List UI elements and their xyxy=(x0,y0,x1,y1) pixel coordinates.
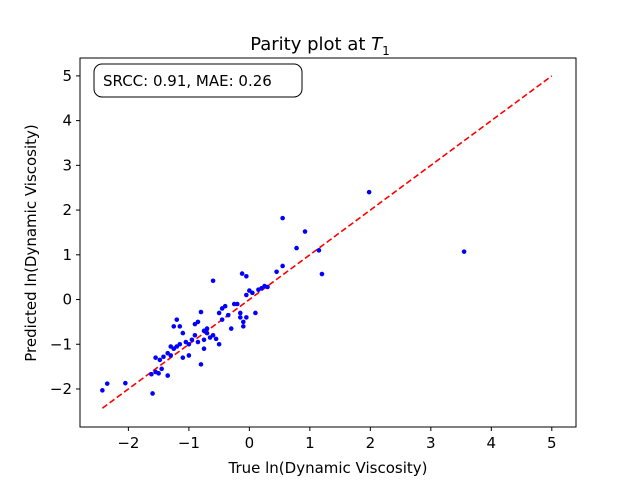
data-point xyxy=(180,330,186,336)
data-point xyxy=(165,373,171,378)
data-point xyxy=(161,354,166,360)
x-tick-label: −1 xyxy=(178,434,200,452)
data-point xyxy=(222,303,228,309)
chart-title: Parity plot at T1 xyxy=(250,34,390,58)
data-point xyxy=(195,339,201,345)
data-point xyxy=(210,278,216,284)
data-point xyxy=(174,317,180,322)
y-axis: −2 −1 0 1 2 3 4 5 xyxy=(50,67,80,398)
data-point xyxy=(198,309,204,315)
data-point xyxy=(150,391,155,396)
data-point xyxy=(201,346,207,352)
x-axis-label: True ln(Dynamic Viscosity) xyxy=(227,459,427,477)
chart-title-subscript: 1 xyxy=(382,44,390,58)
data-point xyxy=(201,337,207,343)
parity-line xyxy=(101,75,553,409)
data-point xyxy=(250,290,255,296)
data-point xyxy=(210,333,216,338)
x-tick-label: 3 xyxy=(426,434,436,452)
data-point xyxy=(189,337,195,343)
data-point xyxy=(195,319,201,325)
y-axis-label: Predicted ln(Dynamic Viscosity) xyxy=(22,124,40,362)
x-tick-label: 5 xyxy=(547,434,557,452)
data-point xyxy=(244,315,249,320)
data-point xyxy=(234,301,240,307)
plot-area xyxy=(79,57,577,428)
data-point xyxy=(213,336,219,342)
data-point xyxy=(157,357,163,363)
data-point xyxy=(186,341,192,347)
x-tick-label: 1 xyxy=(305,434,315,452)
data-point xyxy=(192,333,198,338)
data-point xyxy=(239,271,245,276)
y-tick-label: 1 xyxy=(62,246,72,264)
data-point xyxy=(302,229,308,234)
y-tick-label: 0 xyxy=(62,291,72,309)
data-point xyxy=(241,324,246,329)
data-point xyxy=(198,362,204,367)
x-axis: −2 −1 0 1 2 3 4 5 xyxy=(117,427,557,452)
data-point xyxy=(177,341,183,347)
data-point xyxy=(216,310,222,316)
data-point xyxy=(171,324,177,329)
y-tick-label: 4 xyxy=(62,112,72,130)
scatter-points xyxy=(100,189,467,396)
data-point xyxy=(265,284,270,290)
y-tick-label: −2 xyxy=(50,380,72,398)
data-point xyxy=(228,326,234,331)
data-point xyxy=(237,315,243,320)
data-point xyxy=(316,248,322,253)
data-point xyxy=(104,381,110,386)
data-point xyxy=(177,324,183,329)
data-point xyxy=(294,245,299,251)
data-point xyxy=(280,263,285,269)
annotation-box xyxy=(93,63,303,98)
data-point xyxy=(237,310,243,316)
data-point xyxy=(366,189,372,195)
data-point xyxy=(225,312,231,318)
chart-title-variable: T xyxy=(371,34,384,55)
data-point xyxy=(253,310,258,316)
data-point xyxy=(159,366,164,372)
y-tick-label: 2 xyxy=(62,201,72,219)
metrics-annotation: SRCC: 0.91, MAE: 0.26 xyxy=(93,63,303,98)
data-point xyxy=(244,273,249,279)
data-point xyxy=(219,317,225,322)
data-point xyxy=(216,341,222,347)
y-tick-label: −1 xyxy=(50,335,72,353)
x-tick-label: 2 xyxy=(366,434,376,452)
data-point xyxy=(100,388,105,393)
data-point xyxy=(153,355,158,360)
data-point xyxy=(280,215,285,221)
data-point xyxy=(319,271,325,277)
data-point xyxy=(165,350,171,356)
data-point xyxy=(204,330,210,336)
x-tick-label: 0 xyxy=(245,434,255,452)
x-tick-label: −2 xyxy=(117,434,139,452)
data-point xyxy=(186,353,192,358)
data-point xyxy=(244,292,249,298)
x-tick-label: 4 xyxy=(487,434,497,452)
data-point xyxy=(149,371,154,377)
data-point xyxy=(274,269,279,275)
data-point xyxy=(168,344,174,349)
data-point xyxy=(123,380,128,386)
y-tick-label: 3 xyxy=(62,156,72,174)
y-tick-label: 5 xyxy=(62,67,72,85)
data-point xyxy=(156,371,161,376)
data-point xyxy=(180,355,186,360)
data-point xyxy=(204,326,210,331)
data-point xyxy=(461,249,467,254)
data-point xyxy=(241,319,246,325)
annotation-text: SRCC: 0.91, MAE: 0.26 xyxy=(103,72,272,90)
